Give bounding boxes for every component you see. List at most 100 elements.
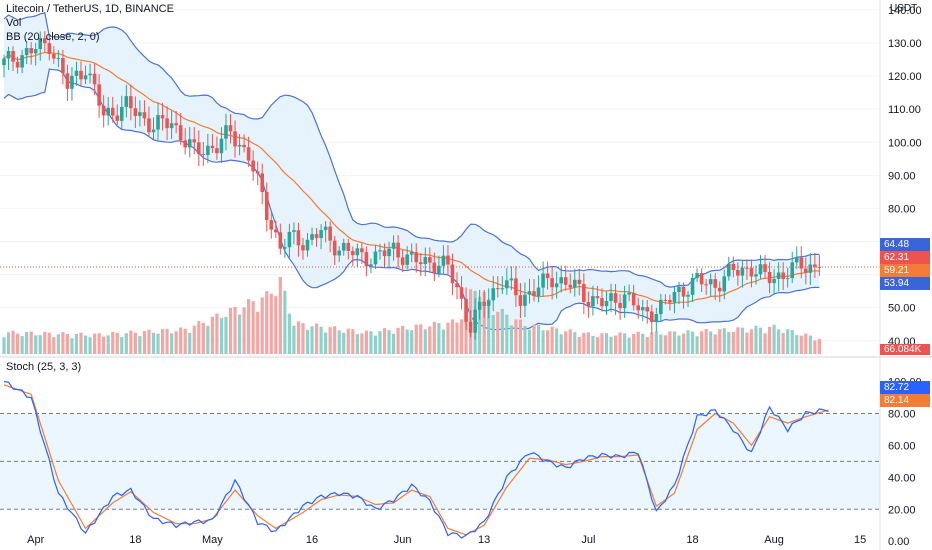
volume-bar (758, 327, 763, 354)
volume-bar (450, 319, 455, 354)
candle-body (514, 278, 518, 296)
candle-body (251, 160, 255, 172)
candle-body (233, 131, 237, 147)
volume-bar (360, 333, 364, 354)
stoch-tick-label: 20.00 (888, 504, 916, 516)
volume-bar (586, 332, 590, 354)
candle-body (174, 123, 178, 126)
volume-bar (437, 323, 441, 354)
volume-bar (686, 330, 690, 354)
volume-bar (102, 336, 106, 354)
candle-body (138, 112, 142, 117)
volume-bar (546, 330, 550, 354)
date-tick-label: Jun (394, 534, 412, 546)
candle-body (428, 257, 432, 263)
candle-body (47, 43, 52, 54)
candle-body (269, 220, 274, 230)
volume-bar (410, 330, 414, 354)
candle-body (328, 226, 332, 241)
candle-body (767, 271, 772, 284)
volume-bar (97, 333, 101, 354)
volume-bar (197, 321, 201, 354)
volume-bar (38, 335, 42, 354)
candle-body (183, 140, 187, 148)
volume-bar (314, 323, 319, 354)
volume-bar (106, 335, 110, 354)
volume-bar (604, 333, 609, 354)
volume-bar (550, 326, 554, 354)
bb-basis-tag: 59.21 (880, 264, 930, 277)
currency-label: USDT (890, 3, 918, 14)
volume-bar (138, 336, 142, 354)
volume-bar (260, 297, 264, 354)
volume-bar (514, 319, 518, 354)
candle-body (781, 272, 785, 280)
candle-body (369, 264, 373, 267)
volume-bar (351, 329, 355, 354)
volume-bar (632, 333, 636, 354)
candle-body (142, 112, 147, 119)
candle-body (813, 264, 817, 267)
candle-body (446, 255, 450, 265)
candle-body (56, 58, 61, 60)
volume-bar (74, 333, 79, 354)
candle-body (74, 70, 79, 76)
volume-bar (817, 338, 821, 354)
volume-bar (813, 340, 817, 354)
candle-body (52, 53, 56, 59)
volume-bar (659, 334, 663, 354)
candle-body (405, 254, 409, 265)
candle-body (360, 248, 364, 253)
candle-body (423, 257, 428, 265)
volume-bar (301, 323, 305, 354)
volume-bar (269, 293, 273, 354)
volume-bar (536, 324, 541, 354)
candle-body (147, 118, 151, 133)
candle-body (101, 105, 106, 116)
volume-bar (305, 329, 310, 354)
volume-bar (283, 290, 287, 354)
volume-bar (369, 331, 373, 354)
price-tick-label: 120.00 (888, 71, 922, 83)
volume-bar (591, 335, 595, 354)
volume-tag: 66.084K (880, 344, 930, 355)
volume-bar (446, 322, 450, 354)
volume-bar (763, 333, 767, 354)
candle-body (477, 301, 482, 310)
candle-body (772, 278, 776, 284)
volume-bar (600, 333, 604, 354)
volume-bar (247, 299, 251, 354)
candle-body (704, 284, 708, 286)
candle-body (577, 279, 582, 285)
candle-body (663, 299, 668, 301)
date-tick-label: Aug (764, 534, 784, 546)
volume-bar (527, 329, 532, 354)
candle-body (604, 300, 609, 307)
volume-bar (455, 322, 459, 354)
volume-bar (577, 336, 581, 354)
bb-upper-tag: 64.48 (880, 238, 930, 251)
candle-body (536, 287, 541, 297)
candle-body (228, 125, 233, 132)
volume-bar (56, 334, 60, 354)
candle-body (505, 280, 509, 289)
candle-body (600, 298, 604, 307)
candle-body (459, 287, 464, 299)
volume-bar (324, 332, 328, 354)
volume-bar (15, 333, 20, 354)
candle-body (595, 296, 600, 299)
candle-body (794, 257, 799, 263)
candle-body (391, 242, 396, 249)
volume-bar (772, 324, 776, 354)
candle-body (65, 73, 70, 89)
volume-bar (219, 318, 224, 354)
volume-bar (47, 332, 51, 354)
candle-body (110, 107, 115, 116)
candle-body (364, 252, 369, 267)
candle-body (572, 279, 577, 288)
candle-body (83, 75, 88, 80)
volume-bar (695, 336, 699, 354)
candle-body (509, 278, 514, 281)
volume-bar (523, 326, 527, 354)
